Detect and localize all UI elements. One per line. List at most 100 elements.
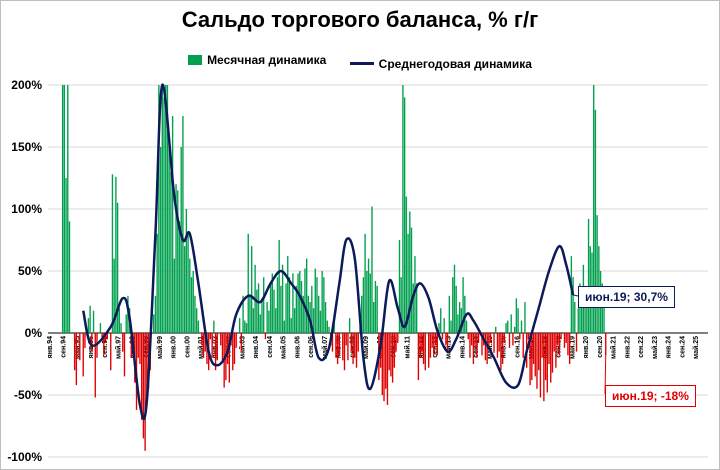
x-tick-label: янв.16: [501, 336, 508, 358]
bar: [539, 333, 542, 398]
x-tick-label: сен.96: [102, 336, 109, 358]
bar: [290, 318, 292, 333]
bar: [103, 333, 105, 356]
bar: [328, 326, 330, 333]
bar: [560, 333, 562, 340]
bar: [168, 134, 170, 333]
x-tick-label: сен.20: [597, 336, 604, 358]
bar: [470, 333, 473, 346]
bar: [79, 333, 81, 361]
bar: [204, 333, 206, 352]
bar: [73, 333, 76, 371]
bar: [311, 285, 313, 333]
bar: [520, 320, 523, 333]
legend-item-bars: Месячная динамика: [188, 53, 326, 67]
bar: [140, 333, 143, 420]
bar: [183, 246, 186, 333]
x-tick-label: май.95: [73, 336, 81, 359]
bar: [402, 85, 404, 333]
bar: [374, 280, 377, 333]
bar: [601, 283, 603, 333]
bar: [283, 320, 286, 333]
bar: [501, 333, 504, 364]
y-tick-label: 0%: [25, 326, 43, 340]
bar: [428, 333, 430, 368]
bar: [154, 295, 157, 333]
bar: [412, 283, 414, 333]
annotation-line-leader: [572, 294, 579, 297]
bar: [505, 323, 507, 333]
bar: [316, 277, 318, 333]
bar: [118, 308, 121, 333]
bar: [476, 333, 478, 358]
bar: [335, 333, 337, 358]
bar: [409, 211, 411, 333]
bar: [228, 333, 231, 383]
bar: [142, 333, 145, 439]
bar: [242, 295, 244, 333]
x-tick-label: май.99: [156, 336, 164, 359]
bar: [249, 295, 251, 333]
bar: [369, 273, 371, 333]
bar: [106, 333, 108, 340]
bar: [244, 320, 246, 333]
bar: [489, 333, 492, 343]
bar: [201, 333, 203, 346]
bar: [110, 333, 112, 371]
bar: [264, 333, 267, 340]
bar: [403, 97, 406, 334]
bar: [603, 289, 605, 333]
legend-swatch-bars: [188, 55, 203, 65]
bar: [240, 333, 243, 352]
bar: [120, 323, 122, 333]
bar: [312, 308, 315, 333]
bar: [287, 256, 289, 333]
bar: [247, 233, 249, 333]
bar: [299, 271, 301, 333]
bar: [269, 283, 272, 333]
bar: [213, 320, 215, 333]
x-tick-label: янв.20: [583, 336, 590, 358]
bar: [541, 333, 543, 358]
bar: [567, 333, 569, 356]
bar: [197, 320, 200, 333]
bar: [166, 85, 169, 333]
bar: [202, 333, 205, 358]
bar: [171, 116, 174, 333]
bar: [570, 256, 573, 333]
bar: [544, 333, 547, 381]
bar: [285, 283, 287, 333]
bar: [400, 277, 402, 333]
bar: [543, 333, 545, 402]
bar: [438, 323, 440, 333]
x-tick-label: сен.22: [638, 336, 645, 358]
bar: [350, 333, 353, 352]
legend-item-line: Среднегодовая динамика: [349, 57, 532, 71]
bar: [180, 147, 182, 333]
bar: [92, 310, 95, 333]
bar: [453, 264, 456, 333]
bar: [532, 333, 535, 364]
legend-swatch-line: [349, 62, 374, 65]
bar: [587, 218, 590, 333]
bar: [99, 323, 102, 333]
x-tick-label: май.07: [321, 336, 329, 359]
bar: [357, 333, 359, 352]
bar: [94, 333, 96, 398]
bar: [268, 310, 270, 333]
bar: [536, 333, 538, 389]
bar: [452, 277, 454, 333]
bar: [125, 314, 127, 333]
bar: [513, 326, 516, 333]
bar: [220, 333, 222, 346]
bar: [546, 333, 548, 393]
bar: [458, 302, 461, 333]
bar: [527, 333, 530, 340]
bar: [355, 333, 358, 368]
bar: [383, 333, 385, 402]
bar: [280, 285, 282, 333]
bar: [281, 264, 284, 333]
x-tick-label: янв.94: [47, 336, 54, 358]
bar: [390, 333, 392, 377]
